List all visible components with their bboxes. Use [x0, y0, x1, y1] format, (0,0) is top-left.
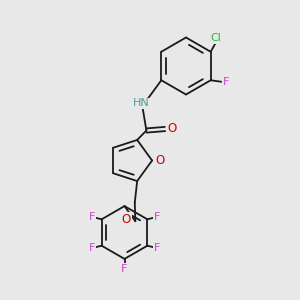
Text: F: F: [154, 243, 160, 253]
Text: F: F: [89, 243, 95, 253]
Text: HN: HN: [133, 98, 149, 109]
Text: F: F: [154, 212, 160, 222]
Text: O: O: [156, 154, 165, 167]
Text: Cl: Cl: [211, 33, 221, 43]
Text: F: F: [223, 77, 230, 87]
Text: O: O: [167, 122, 176, 136]
Text: F: F: [121, 263, 128, 274]
Text: O: O: [122, 213, 131, 226]
Text: F: F: [89, 212, 95, 222]
